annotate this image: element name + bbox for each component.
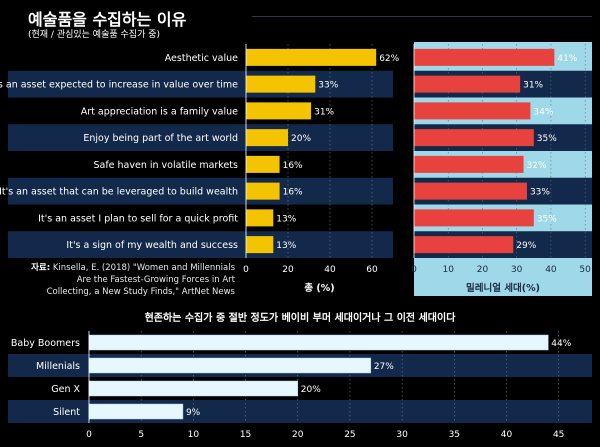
bar-millennial	[414, 102, 531, 120]
bar-total	[246, 48, 377, 66]
bar-generation	[88, 403, 184, 420]
bar-generation	[88, 380, 298, 397]
bar-total	[246, 236, 274, 254]
category-label: Baby Boomers	[11, 338, 80, 349]
tick-label: 10	[188, 430, 200, 440]
tick-label: 30	[396, 430, 408, 440]
tick-label: 45	[553, 430, 564, 440]
source-label: 자료:	[31, 263, 51, 273]
tick-label: 35	[449, 430, 460, 440]
tick-label: 0	[86, 430, 92, 440]
data-label-total: 13%	[276, 214, 296, 224]
tick-label: 40	[545, 265, 557, 275]
tick-label: 20	[477, 265, 489, 275]
tick-label: 5	[138, 430, 144, 440]
bar-millennial	[414, 129, 534, 147]
data-label-millennial: 33%	[530, 188, 550, 198]
bar-total	[246, 209, 274, 227]
source-text: Kinsella, E. (2018) "Women and Millennia…	[46, 263, 235, 297]
tick-label: 20	[282, 265, 294, 275]
bar-total	[246, 182, 280, 200]
bar-millennial	[414, 48, 555, 66]
tick-label: 25	[344, 430, 355, 440]
category-label: Enjoy being part of the art world	[83, 133, 238, 144]
data-label-generation: 9%	[186, 408, 201, 418]
tick-label: 10	[443, 265, 455, 275]
bar-millennial	[414, 209, 534, 227]
data-label-millennial: 34%	[533, 107, 553, 117]
row-band	[8, 124, 393, 151]
category-label: Safe haven in volatile markets	[93, 160, 238, 171]
data-label-total: 13%	[276, 241, 296, 251]
data-label-total: 33%	[318, 81, 338, 91]
bar-generation	[88, 334, 549, 351]
tick-label: 60	[366, 265, 378, 275]
category-label: It's an asset expected to increase in va…	[0, 80, 238, 91]
tick-label: 50	[579, 265, 591, 275]
tick-label: 20	[292, 430, 304, 440]
category-label: Aesthetic value	[165, 53, 238, 64]
row-band	[8, 177, 393, 205]
tick-label: 0	[243, 265, 249, 275]
bar-total	[246, 102, 312, 120]
bar-total	[246, 129, 288, 147]
data-label-total: 16%	[283, 188, 303, 198]
data-label-total: 62%	[379, 54, 399, 64]
row-band	[8, 70, 393, 98]
tick-label: 40	[501, 430, 513, 440]
data-label-generation: 44%	[551, 339, 571, 349]
bar-total	[246, 75, 316, 93]
tick-label: 15	[240, 430, 251, 440]
bar-millennial	[414, 236, 514, 254]
category-label: Gen X	[51, 384, 80, 395]
tick-label: 40	[324, 265, 336, 275]
tick-label: 0	[411, 265, 417, 275]
data-label-total: 31%	[314, 107, 334, 117]
category-label: It's an asset that can be leveraged to b…	[0, 187, 238, 198]
row-band	[8, 231, 393, 258]
bar-millennial	[414, 155, 524, 173]
axis-label-millennial: 밀레니얼 세대(%)	[466, 282, 540, 294]
data-label-generation: 27%	[374, 362, 394, 372]
bottom-chart-title: 현존하는 수집가 중 절반 정도가 베이비 부머 세대이거나 그 이전 세대이다	[145, 311, 457, 324]
category-label: Silent	[53, 407, 80, 418]
data-label-generation: 20%	[301, 385, 321, 395]
bar-millennial	[414, 75, 521, 93]
axis-label-total: 총 (%)	[304, 282, 334, 294]
category-label: It's a sign of my wealth and success	[66, 240, 238, 251]
chart-title: 예술품을 수집하는 이유	[28, 10, 187, 29]
data-label-millennial: 32%	[527, 161, 547, 171]
tick-label: 30	[511, 265, 523, 275]
data-label-total: 20%	[291, 134, 311, 144]
chart-subtitle: (현재 / 관심있는 예술품 수집가 중)	[28, 30, 160, 40]
data-label-millennial: 41%	[557, 54, 577, 64]
title-divider	[252, 16, 592, 17]
data-label-millennial: 35%	[537, 134, 557, 144]
category-label: It's an asset I plan to sell for a quick…	[38, 213, 238, 224]
bar-total	[246, 155, 280, 173]
bar-millennial	[414, 182, 527, 200]
data-label-total: 16%	[283, 161, 303, 171]
data-label-millennial: 35%	[537, 214, 557, 224]
source-note: 자료: Kinsella, E. (2018) "Women and Mille…	[30, 262, 235, 298]
bar-generation	[88, 357, 372, 374]
data-label-millennial: 31%	[523, 81, 543, 91]
category-label: Millenials	[36, 361, 80, 372]
category-label: Art appreciation is a family value	[81, 106, 238, 117]
data-label-millennial: 29%	[516, 241, 536, 251]
